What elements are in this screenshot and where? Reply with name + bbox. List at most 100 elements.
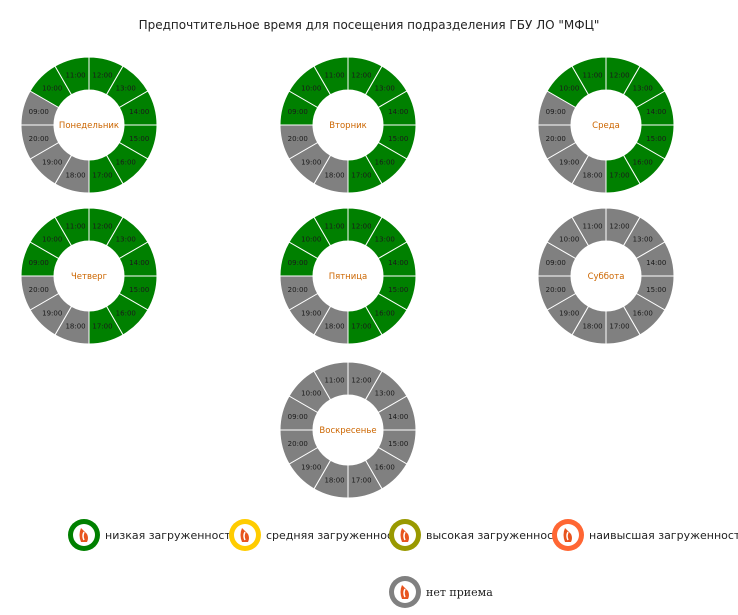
legend-highest-icon — [552, 519, 584, 551]
slice-time-label: 11:00 — [582, 71, 602, 79]
slice-time-label: 15:00 — [129, 135, 149, 143]
slice-time-label: 16:00 — [116, 309, 136, 317]
day-label: Понедельник — [59, 121, 119, 131]
emblem-stroke — [403, 588, 406, 598]
slice-time-label: 09:00 — [29, 108, 49, 116]
slice-time-label: 20:00 — [29, 286, 49, 294]
slice-time-label: 10:00 — [42, 236, 62, 244]
slice-time-label: 17:00 — [92, 172, 112, 180]
slice-time-label: 19:00 — [301, 309, 321, 317]
slice-time-label: 14:00 — [646, 259, 666, 267]
slice-time-label: 18:00 — [65, 172, 85, 180]
slice-time-label: 13:00 — [633, 85, 653, 93]
legend-medium-icon — [229, 519, 261, 551]
slice-time-label: 14:00 — [646, 108, 666, 116]
day-label: Вторник — [329, 121, 367, 131]
donut-slice — [313, 56, 349, 96]
slice-time-label: 12:00 — [609, 71, 629, 79]
slice-time-label: 13:00 — [375, 236, 395, 244]
slice-time-label: 10:00 — [301, 390, 321, 398]
legend-high: высокая загруженность — [388, 518, 566, 552]
slice-time-label: 18:00 — [582, 323, 602, 331]
donut-chart: 12:00 13:00 14:00 15:00 16:00 17:00 18:0019:00… — [537, 207, 675, 345]
slice-time-label: 09:00 — [546, 108, 566, 116]
slice-time-label: 15:00 — [646, 135, 666, 143]
slice-time-label: 09:00 — [288, 108, 308, 116]
donut-slice — [313, 361, 349, 401]
donut-slice — [54, 207, 90, 247]
slice-time-label: 13:00 — [116, 236, 136, 244]
slice-time-label: 15:00 — [388, 135, 408, 143]
slice-time-label: 18:00 — [324, 172, 344, 180]
slice-time-label: 09:00 — [288, 259, 308, 267]
donut-chart: 12:00 13:00 14:00 15:00 16:00 17:00 18:0019:00… — [279, 56, 417, 194]
emblem-stroke — [566, 531, 569, 541]
slice-time-label: 13:00 — [116, 85, 136, 93]
slice-time-label: 13:00 — [375, 390, 395, 398]
day-label: Пятница — [329, 272, 368, 282]
slice-time-label: 18:00 — [324, 323, 344, 331]
slice-time-label: 16:00 — [116, 158, 136, 166]
donut-slice — [313, 207, 349, 247]
slice-time-label: 11:00 — [324, 222, 344, 230]
slice-time-label: 16:00 — [375, 309, 395, 317]
day-label: Среда — [592, 121, 620, 131]
donut-chart: 12:00 13:00 14:00 15:00 16:00 17:00 18:0019:00… — [537, 56, 675, 194]
slice-time-label: 11:00 — [65, 222, 85, 230]
donut-chart: 12:00 13:00 14:00 15:00 16:00 17:00 18:0019:00… — [20, 56, 158, 194]
emblem-stroke — [403, 531, 406, 541]
slice-time-label: 16:00 — [375, 158, 395, 166]
slice-time-label: 17:00 — [609, 323, 629, 331]
chart-title: Предпочтительное время для посещения под… — [138, 18, 600, 32]
slice-time-label: 17:00 — [351, 172, 371, 180]
slice-time-label: 14:00 — [129, 108, 149, 116]
slice-time-label: 12:00 — [351, 222, 371, 230]
slice-time-label: 20:00 — [288, 286, 308, 294]
slice-time-label: 20:00 — [288, 135, 308, 143]
slice-time-label: 12:00 — [92, 71, 112, 79]
slice-time-label: 16:00 — [375, 463, 395, 471]
slice-time-label: 20:00 — [546, 135, 566, 143]
slice-time-label: 14:00 — [388, 413, 408, 421]
slice-time-label: 14:00 — [388, 259, 408, 267]
legend-medium: средняя загруженность — [228, 518, 406, 552]
slice-time-label: 10:00 — [42, 85, 62, 93]
donut-chart: 12:00 13:00 14:00 15:00 16:00 17:00 18:0019:00… — [279, 207, 417, 345]
slice-time-label: 19:00 — [301, 158, 321, 166]
slice-time-label: 11:00 — [324, 71, 344, 79]
donut-slice — [571, 207, 607, 247]
slice-time-label: 20:00 — [29, 135, 49, 143]
legend-low-label: низкая загруженность — [105, 528, 238, 542]
slice-time-label: 15:00 — [129, 286, 149, 294]
slice-time-label: 17:00 — [92, 323, 112, 331]
slice-time-label: 12:00 — [92, 222, 112, 230]
slice-time-label: 14:00 — [388, 108, 408, 116]
day-label: Четверг — [71, 272, 108, 282]
slice-time-label: 10:00 — [559, 236, 579, 244]
legend-high-label: высокая загруженность — [426, 528, 567, 542]
slice-time-label: 19:00 — [559, 309, 579, 317]
slice-time-label: 19:00 — [559, 158, 579, 166]
day-label: Воскресенье — [319, 426, 376, 436]
slice-time-label: 18:00 — [582, 172, 602, 180]
slice-time-label: 15:00 — [388, 286, 408, 294]
donut-slice — [54, 56, 90, 96]
slice-time-label: 11:00 — [65, 71, 85, 79]
slice-time-label: 09:00 — [546, 259, 566, 267]
slice-time-label: 11:00 — [582, 222, 602, 230]
legend-high-icon — [389, 519, 421, 551]
legend-low: низкая загруженность — [67, 518, 237, 552]
slice-time-label: 17:00 — [609, 172, 629, 180]
slice-time-label: 20:00 — [546, 286, 566, 294]
slice-time-label: 16:00 — [633, 158, 653, 166]
slice-time-label: 13:00 — [375, 85, 395, 93]
legend-none-icon — [389, 576, 421, 608]
legend-none: нет приема — [388, 575, 493, 609]
legend-low-icon — [68, 519, 100, 551]
legend-none-label: нет приема — [426, 585, 493, 599]
day-label: Суббота — [588, 272, 625, 282]
slice-time-label: 11:00 — [324, 376, 344, 384]
legend-highest: наивысшая загруженность — [551, 518, 738, 552]
slice-time-label: 10:00 — [559, 85, 579, 93]
